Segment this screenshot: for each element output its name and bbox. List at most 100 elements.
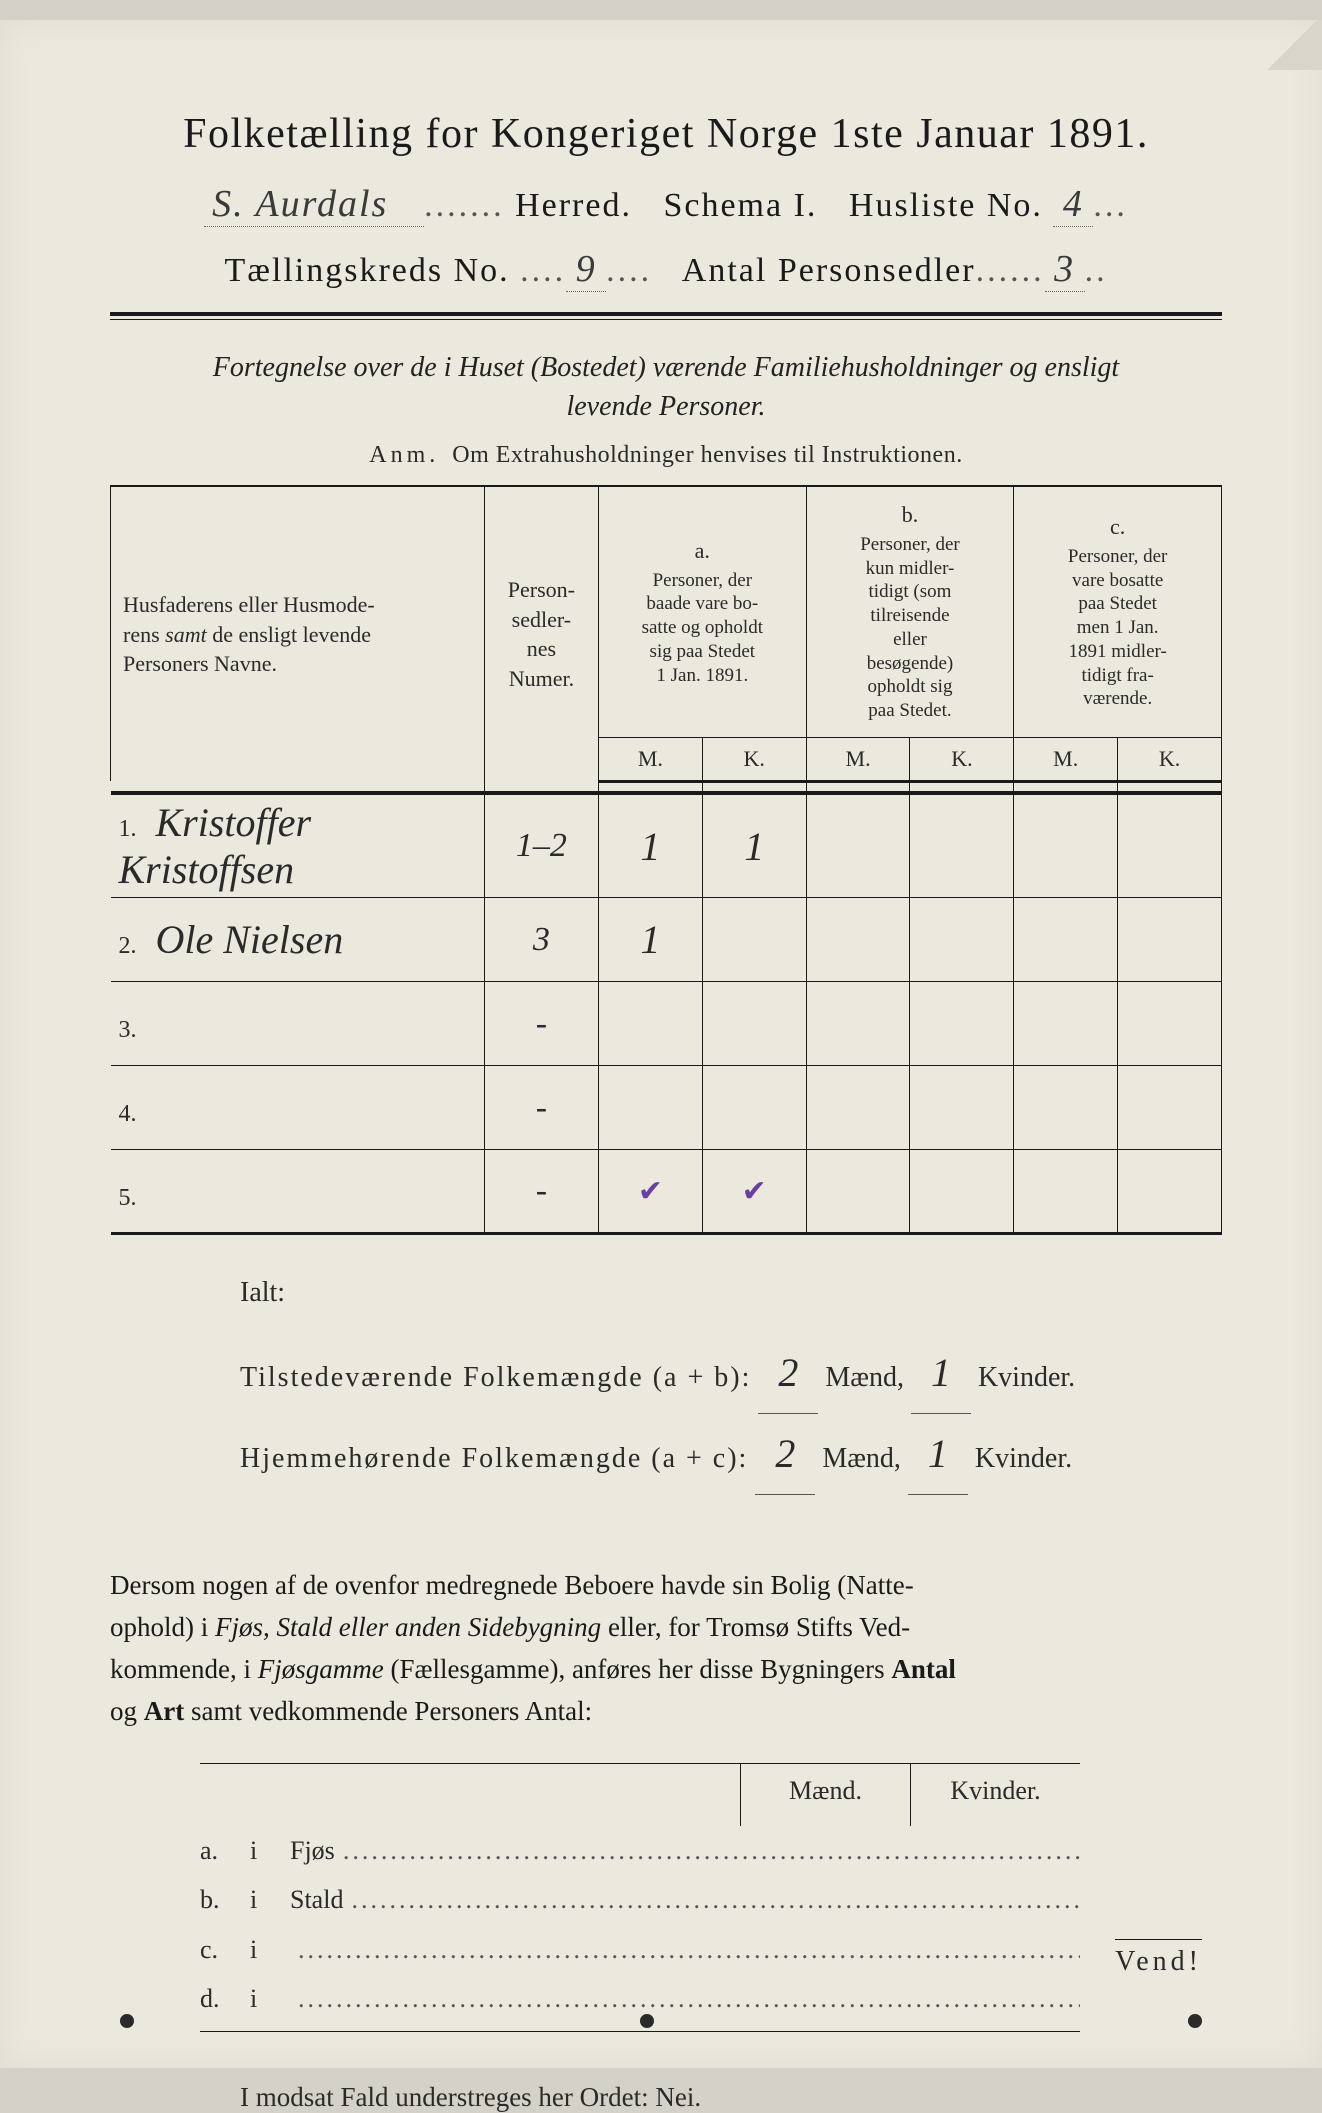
cell-aK <box>702 982 806 1066</box>
cell-cM <box>1014 793 1118 898</box>
cell-aM: 1 <box>598 898 702 982</box>
cell-cK <box>1118 982 1222 1066</box>
anm-text: Om Extrahusholdninger henvises til Instr… <box>452 442 962 468</box>
ialt-2-k: 1 <box>908 1414 968 1495</box>
th-b-m: M. <box>806 737 910 781</box>
cell-num: - <box>484 982 598 1066</box>
anm-note: Anm. Om Extrahusholdninger henvises til … <box>110 442 1222 469</box>
cell-bM <box>806 982 910 1066</box>
th-a: a. Personer, derbaade vare bo-satte og o… <box>598 486 806 737</box>
cell-name: 3. <box>111 982 485 1066</box>
cell-bK <box>910 898 1014 982</box>
cell-name: 2. Ole Nielsen <box>111 898 485 982</box>
explanatory-paragraph: Dersom nogen af de ovenfor medregnede Be… <box>110 1565 1222 1732</box>
ialt-2-m: 2 <box>755 1414 815 1495</box>
census-form-page: Folketælling for Kongeriget Norge 1ste J… <box>0 20 1322 2068</box>
punch-hole-icon <box>640 2014 654 2028</box>
cell-num: - <box>484 1066 598 1150</box>
cell-bM <box>806 793 910 898</box>
cell-aM <box>598 982 702 1066</box>
vend-label: Vend! <box>1115 1939 1202 1978</box>
cell-bK <box>910 793 1014 898</box>
footer-line: I modsat Fald understreges her Ordet: Ne… <box>240 2082 1222 2113</box>
table-row: 5. -✔✔ <box>111 1150 1222 1234</box>
table-body: 1. Kristoffer Kristoffsen1–2112. Ole Nie… <box>111 793 1222 1234</box>
cell-cK <box>1118 1150 1222 1234</box>
sublist-row: d.i.....................................… <box>200 1974 1080 2023</box>
cell-bM <box>806 898 910 982</box>
subtitle: Fortegnelse over de i Huset (Bostedet) v… <box>110 348 1222 426</box>
main-title: Folketælling for Kongeriget Norge 1ste J… <box>110 110 1222 158</box>
subtitle-line1: Fortegnelse over de i Huset (Bostedet) v… <box>213 352 1119 383</box>
cell-aK: 1 <box>702 793 806 898</box>
cell-bK <box>910 982 1014 1066</box>
cell-cK <box>1118 793 1222 898</box>
cell-cM <box>1014 1150 1118 1234</box>
cell-aM: 1 <box>598 793 702 898</box>
cell-bM <box>806 1066 910 1150</box>
cell-num: 1–2 <box>484 793 598 898</box>
cell-cM <box>1014 898 1118 982</box>
subtitle-line2: levende Personer. <box>566 391 765 422</box>
th-c-m: M. <box>1014 737 1118 781</box>
herred-name-handwritten: S. Aurdals <box>204 182 424 227</box>
anm-prefix: Anm. <box>369 442 439 468</box>
cell-name: 1. Kristoffer Kristoffsen <box>111 793 485 898</box>
sublist-row: a.iFjøs.................................… <box>200 1826 1080 1875</box>
ialt-line-2: Hjemmehørende Folkemængde (a + c): 2 Mæn… <box>240 1414 1222 1495</box>
subtable-h-maend: Mænd. <box>740 1764 910 1826</box>
header-line-3: Tællingskreds No. ....9.... Antal Person… <box>110 247 1222 292</box>
schema-label: Schema I. <box>663 187 817 224</box>
th-a-m: M. <box>598 737 702 781</box>
cell-aM: ✔ <box>598 1150 702 1234</box>
th-a-k: K. <box>702 737 806 781</box>
th-num: Person-sedler-nesNumer. <box>484 486 598 781</box>
table-row: 4. - <box>111 1066 1222 1150</box>
ialt-1-m: 2 <box>758 1333 818 1414</box>
ialt-label: Ialt: <box>240 1265 1222 1321</box>
cell-name: 5. <box>111 1150 485 1234</box>
cell-num: 3 <box>484 898 598 982</box>
punch-hole-icon <box>1188 2014 1202 2028</box>
husliste-label: Husliste No. <box>849 187 1043 224</box>
th-b-k: K. <box>910 737 1014 781</box>
husliste-no-handwritten: 4 <box>1053 182 1093 227</box>
cell-bM <box>806 1150 910 1234</box>
table-row: 1. Kristoffer Kristoffsen1–211 <box>111 793 1222 898</box>
main-table: Husfaderens eller Husmode-rens samt de e… <box>110 485 1222 1235</box>
ialt-line-1: Tilstedeværende Folkemængde (a + b): 2 M… <box>240 1333 1222 1414</box>
cell-name: 4. <box>111 1066 485 1150</box>
th-name: Husfaderens eller Husmode-rens samt de e… <box>111 486 485 781</box>
cell-aK: ✔ <box>702 1150 806 1234</box>
cell-cM <box>1014 1066 1118 1150</box>
subtable-h-kvinder: Kvinder. <box>910 1764 1080 1826</box>
dots: ....... <box>424 187 505 224</box>
header-line-2: S. Aurdals....... Herred. Schema I. Husl… <box>110 182 1222 227</box>
antal-no-handwritten: 3 <box>1045 247 1085 292</box>
cell-cM <box>1014 982 1118 1066</box>
antal-label: Antal Personsedler <box>682 252 976 289</box>
subtable-bottom-rule <box>200 2031 1080 2032</box>
cell-cK <box>1118 898 1222 982</box>
cell-cK <box>1118 1066 1222 1150</box>
herred-label: Herred. <box>515 187 632 224</box>
th-b: b. Personer, derkun midler-tidigt (somti… <box>806 486 1014 737</box>
cell-num: - <box>484 1150 598 1234</box>
sublist-row: b.iStald................................… <box>200 1875 1080 1924</box>
subtable-rows: a.iFjøs.................................… <box>200 1826 1080 2024</box>
ialt-block: Ialt: Tilstedeværende Folkemængde (a + b… <box>240 1265 1222 1495</box>
table-row: 3. - <box>111 982 1222 1066</box>
ialt-1-k: 1 <box>911 1333 971 1414</box>
cell-aK <box>702 898 806 982</box>
header: Folketælling for Kongeriget Norge 1ste J… <box>110 110 1222 292</box>
cell-aM <box>598 1066 702 1150</box>
th-c-k: K. <box>1118 737 1222 781</box>
sublist-row: c.i.....................................… <box>200 1925 1080 1974</box>
th-c: c. Personer, dervare bosattepaa Stedetme… <box>1014 486 1222 737</box>
cell-aK <box>702 1066 806 1150</box>
subtable-header: Mænd. Kvinder. <box>200 1763 1080 1826</box>
punch-hole-icon <box>120 2014 134 2028</box>
taellingskreds-label: Tællingskreds No. <box>224 252 509 289</box>
divider-thick <box>110 312 1222 320</box>
cell-bK <box>910 1150 1014 1234</box>
